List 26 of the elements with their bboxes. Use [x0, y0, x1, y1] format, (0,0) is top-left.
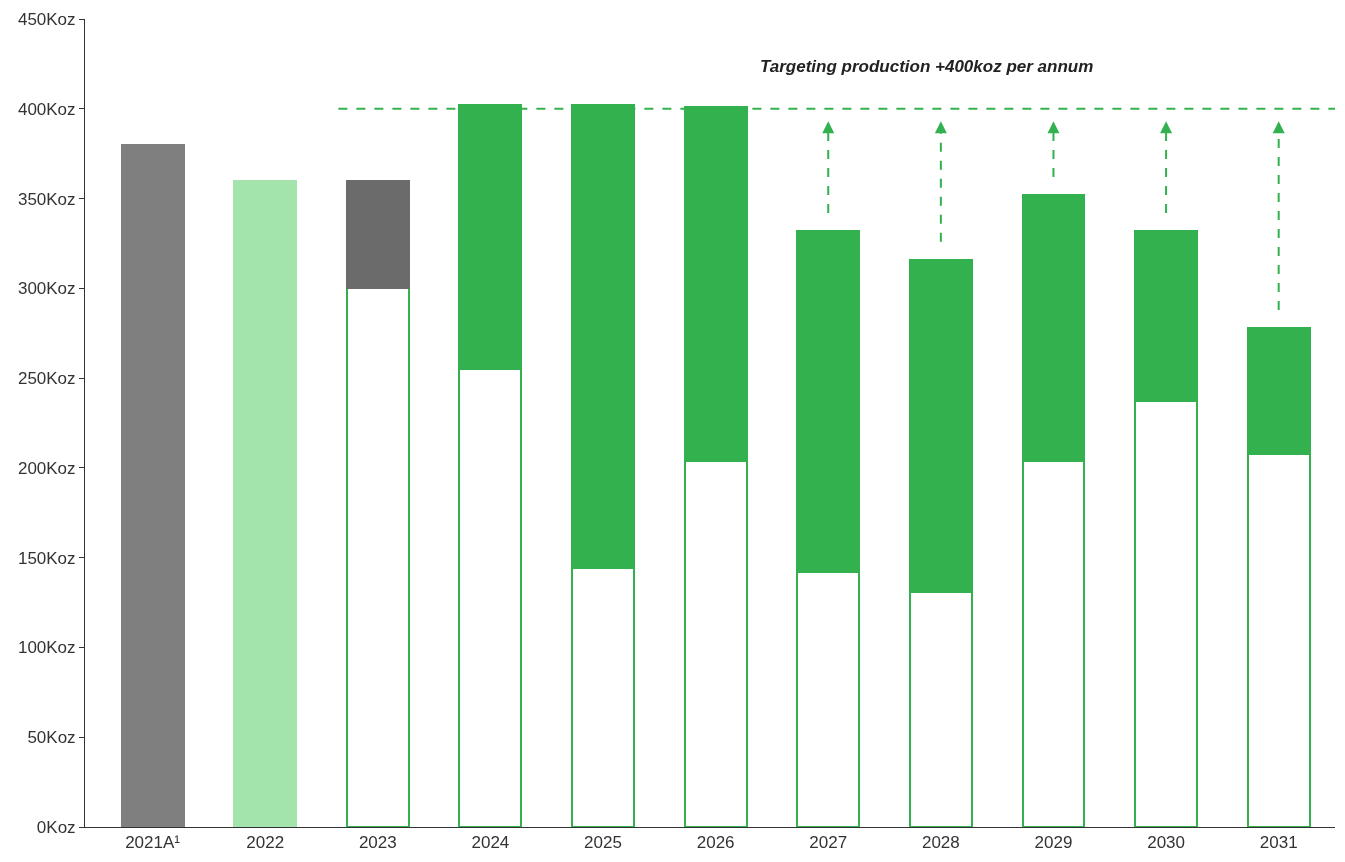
y-tick-label: 200Koz: [17, 458, 76, 478]
ref-line-label: Targeting production +400koz per annum: [760, 57, 1094, 76]
y-tick-label: 400Koz: [17, 99, 76, 119]
x-tick-label: 2028: [921, 833, 960, 853]
x-tick-label: 2022: [246, 833, 285, 853]
y-tick-label: 0Koz: [36, 817, 76, 837]
x-tick-label: 2021A¹: [125, 833, 181, 853]
x-tick-label: 2031: [1259, 833, 1298, 853]
x-tick-label: 2023: [358, 833, 397, 853]
x-tick-label: 2024: [471, 833, 510, 853]
bar: [345, 287, 410, 827]
y-tick-label: 300Koz: [17, 279, 76, 299]
x-tick-label: 2027: [809, 833, 848, 853]
x-tick-label: 2025: [584, 833, 622, 853]
x-tick-label: 2030: [1147, 833, 1185, 853]
bar: [345, 179, 410, 290]
bar: [120, 143, 185, 827]
y-tick-label: 150Koz: [17, 548, 76, 568]
y-tick-label: 350Koz: [17, 189, 76, 209]
y-tick-label: 50Koz: [27, 728, 76, 748]
y-tick-label: 450Koz: [17, 9, 76, 29]
y-tick-label: 250Koz: [17, 369, 76, 389]
x-tick-label: 2029: [1034, 833, 1073, 853]
x-tick-label: 2026: [696, 833, 735, 853]
y-tick-label: 100Koz: [17, 638, 76, 658]
bar: [233, 179, 298, 827]
